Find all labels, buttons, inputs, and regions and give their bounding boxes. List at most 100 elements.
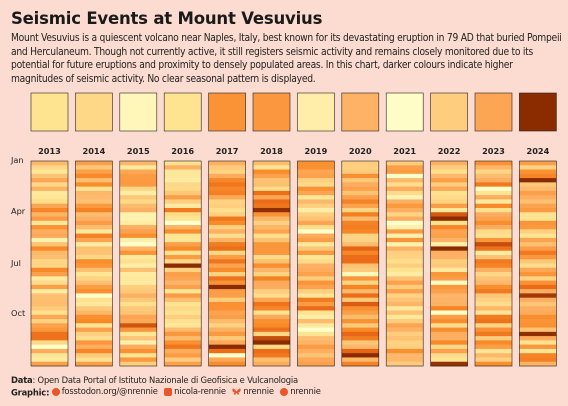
week-cell	[164, 323, 202, 328]
annual-square-2022	[430, 92, 468, 132]
week-cell	[31, 161, 68, 166]
week-cell	[297, 250, 335, 256]
week-cell	[341, 272, 379, 277]
week-cell	[75, 267, 113, 273]
week-cell	[297, 212, 335, 217]
week-cell	[164, 357, 202, 363]
social-github[interactable]: nrennie	[280, 386, 321, 397]
week-cell	[475, 306, 512, 311]
week-cell	[75, 353, 113, 358]
week-cell	[164, 203, 202, 209]
week-cell	[430, 165, 468, 170]
week-cell	[341, 267, 379, 273]
week-cell	[164, 233, 202, 239]
week-cell	[519, 195, 557, 200]
week-cell	[208, 182, 246, 187]
week-cell	[430, 229, 468, 234]
social-linkedin-text: nicola-rennie	[174, 386, 226, 396]
year-column-2020: 2020	[341, 92, 380, 367]
week-cell	[430, 310, 468, 316]
week-cell	[119, 161, 157, 166]
week-cell	[430, 327, 468, 333]
week-cell	[119, 284, 157, 290]
week-cell	[341, 353, 379, 358]
week-cell	[519, 331, 557, 337]
week-cell	[519, 306, 557, 311]
week-cell	[297, 195, 335, 200]
week-cell	[253, 293, 290, 299]
year-label-2014: 2014	[83, 146, 106, 156]
week-cell	[386, 314, 424, 320]
social-linkedin[interactable]: nicola-rennie	[164, 386, 226, 397]
week-cell	[297, 161, 335, 166]
week-cell	[475, 348, 512, 354]
chart-title: Seismic Events at Mount Vesuvius	[11, 9, 323, 28]
week-cell	[164, 293, 202, 299]
week-cell	[341, 310, 379, 316]
social-bluesky-text: nrennie	[243, 386, 274, 396]
week-cell	[341, 336, 379, 341]
annual-square-2017	[208, 92, 246, 132]
week-cell	[386, 250, 424, 256]
month-label-jan: Jan	[10, 155, 24, 165]
week-cell	[386, 212, 424, 217]
week-cell	[253, 361, 290, 367]
week-cell	[164, 237, 202, 243]
week-cell	[341, 254, 379, 260]
social-mastodon[interactable]: fosstodon.org/@nrennie	[51, 386, 158, 397]
week-cell	[341, 203, 379, 209]
heatmap-strip-border	[208, 160, 246, 367]
year-column-2023: 2023	[474, 92, 513, 367]
week-cell	[119, 267, 157, 273]
week-cell	[119, 276, 157, 281]
week-cell	[31, 344, 68, 350]
week-cell	[297, 293, 335, 299]
week-cell	[475, 314, 512, 320]
week-cell	[386, 246, 424, 252]
week-cell	[519, 169, 557, 175]
week-cell	[386, 199, 424, 205]
week-cell	[253, 229, 290, 234]
week-cell	[519, 161, 557, 166]
week-cell	[430, 195, 468, 200]
week-cell	[164, 340, 202, 345]
week-cell	[31, 233, 68, 239]
week-cell	[208, 323, 246, 328]
week-cell	[475, 186, 512, 192]
year-column-2024: 2024	[519, 92, 557, 367]
week-cell	[475, 254, 512, 260]
social-bluesky[interactable]: nrennie	[232, 386, 274, 397]
week-cell	[253, 216, 290, 222]
week-cell	[341, 276, 379, 281]
week-cell	[208, 297, 246, 303]
social-github-text: nrennie	[290, 386, 321, 396]
week-cell	[119, 323, 157, 328]
week-cell	[519, 310, 557, 316]
week-cell	[519, 293, 557, 299]
week-cell	[119, 165, 157, 170]
week-cell	[31, 353, 68, 358]
week-cell	[119, 357, 157, 363]
week-cell	[519, 284, 557, 290]
week-cell	[31, 207, 68, 213]
week-cell	[119, 259, 157, 264]
week-cell	[119, 314, 157, 320]
week-cell	[208, 314, 246, 320]
week-cell	[75, 178, 113, 183]
annual-square-2013	[30, 92, 69, 132]
week-cell	[430, 314, 468, 320]
week-cell	[253, 331, 290, 337]
week-cell	[75, 233, 113, 239]
week-cell	[75, 216, 113, 222]
week-cell	[164, 212, 202, 217]
week-cell	[519, 348, 557, 354]
week-cell	[297, 331, 335, 337]
week-cell	[475, 280, 512, 286]
week-cell	[341, 259, 379, 264]
week-cell	[519, 207, 557, 213]
week-cell	[519, 336, 557, 341]
week-cell	[341, 169, 379, 175]
week-cell	[297, 220, 335, 226]
week-cell	[31, 190, 68, 196]
